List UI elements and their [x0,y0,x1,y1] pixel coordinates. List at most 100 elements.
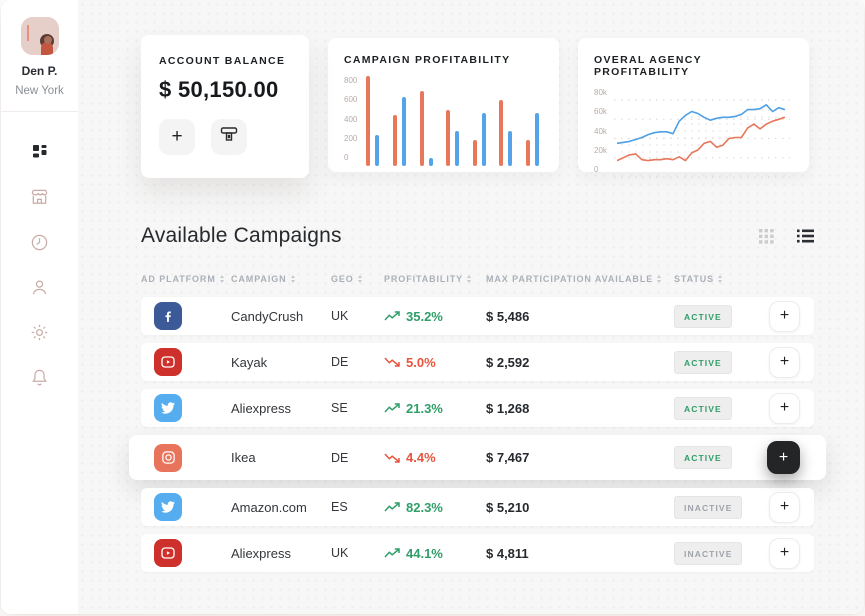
trend-up-icon [384,548,400,558]
facebook-icon [154,302,182,330]
campaign-name: CandyCrush [231,308,304,324]
max-participation-value: $ 4,811 [486,545,529,561]
avatar[interactable] [20,17,59,55]
bar-y-tick: 800 [344,76,358,85]
line-chart-y-axis: 80k 60k 40k 20k 0 [594,88,614,174]
table-header: AD PLATFORM CAMPAIGN GEO PROFITABILITY MAX P… [141,274,814,284]
column-header[interactable]: AD PLATFORM [141,274,231,284]
list-view-icon[interactable] [797,229,814,243]
column-header[interactable]: MAX PARTICIPATION AVAILABLE [486,274,674,284]
campaign-name: Aliexpress [231,545,291,561]
bar-y-tick: 200 [344,133,358,143]
sidebar-item-notifications[interactable] [18,357,62,402]
status-cell: ACTIVE [674,350,764,374]
column-header[interactable]: GEO [331,274,384,284]
bar-blue [428,158,433,166]
add-campaign-button[interactable]: + [769,537,800,569]
bar-orange [419,90,424,166]
geo-value: SE [331,401,348,415]
add-campaign-button[interactable]: + [769,392,800,424]
balance-card-title: ACCOUNT BALANCE [159,55,286,67]
platform-cell [141,394,231,422]
store-icon [30,188,49,212]
gear-icon [30,323,49,347]
status-cell: INACTIVE [674,495,764,519]
sidebar-item-dashboard[interactable] [18,132,62,177]
status-badge: ACTIVE [674,446,732,469]
sort-icon [357,275,362,283]
youtube-icon [154,348,182,376]
summary-cards: ACCOUNT BALANCE $ 50,150.00 + [141,35,814,178]
withdraw-button[interactable] [211,119,247,155]
bar-group [525,113,539,166]
geo-value: DE [331,450,349,465]
sidebar-item-history[interactable] [18,222,62,267]
sidebar-item-profile[interactable] [18,267,62,312]
bar-blue [481,113,486,166]
sidebar-item-store[interactable] [18,177,62,222]
table-row[interactable]: Aliexpress UK 44.1% $ 4,811 INACTIVE + [141,534,814,572]
profitability-value: 35.2% [384,309,486,324]
add-campaign-button[interactable]: + [769,491,800,523]
trend-down-icon [384,357,400,367]
profitability-value: 82.3% [384,500,486,515]
user-location: New York [15,85,64,97]
platform-cell [141,302,231,330]
campaigns-section-header: Available Campaigns [141,224,814,248]
account-balance-card: ACCOUNT BALANCE $ 50,150.00 + [141,35,309,178]
withdraw-icon [219,124,239,150]
line-y-tick: 60k [594,107,607,117]
max-participation-value: $ 7,467 [486,450,530,465]
line-y-tick: 80k [594,88,607,97]
table-row[interactable]: Kayak DE 5.0% $ 2,592 ACTIVE + [141,343,814,381]
sidebar-item-settings[interactable] [18,312,62,357]
bar-y-tick: 0 [344,153,349,162]
table-row[interactable]: Amazon.com ES 82.3% $ 5,210 INACTIVE + [141,488,814,526]
table-row[interactable]: Ikea DE 4.4% $ 7,467 ACTIVE + [129,435,826,480]
bar-group [366,76,380,166]
add-campaign-button[interactable]: + [769,300,800,332]
column-header[interactable]: STATUS [674,274,764,284]
bar-orange [366,76,371,166]
platform-cell [141,539,231,567]
table-row[interactable]: Aliexpress SE 21.3% $ 1,268 ACTIVE + [141,389,814,427]
campaign-profitability-title: CAMPAIGN PROFITABILITY [344,54,511,66]
line-y-tick: 40k [594,126,607,136]
add-campaign-button[interactable]: + [769,346,800,378]
avatar-photo [20,17,59,55]
bar-group [499,100,513,166]
balance-actions: + [159,119,291,155]
add-funds-button[interactable]: + [159,119,195,155]
add-campaign-button[interactable]: + [767,441,800,474]
agency-profitability-chart: 80k 60k 40k 20k 0 [594,88,795,184]
bar-group [472,113,486,166]
bar-orange [472,139,477,166]
campaign-profitability-chart: 800 600 400 200 0 [344,76,545,166]
profitability-value: 4.4% [384,450,486,465]
page-title: Available Campaigns [141,224,342,247]
twitter-icon [154,394,182,422]
youtube-icon [154,539,182,567]
geo-value: UK [331,309,349,323]
bar-chart-plot [364,76,545,166]
bar-blue [455,131,460,166]
bar-group [419,90,433,166]
line-series-blue [616,103,786,145]
column-header[interactable]: CAMPAIGN [231,274,331,284]
line-y-tick: 20k [594,145,607,155]
grid-view-icon[interactable] [759,228,774,244]
table-row[interactable]: CandyCrush UK 35.2% $ 5,486 ACTIVE + [141,297,814,335]
bar-orange [499,100,504,166]
bar-orange [446,109,451,166]
status-cell: ACTIVE [674,396,764,420]
status-badge: ACTIVE [674,350,732,374]
dashboard-icon [31,143,49,166]
column-header[interactable]: PROFITABILITY [384,274,486,284]
campaign-name: Aliexpress [231,400,291,416]
sort-icon [219,275,224,283]
campaign-name: Amazon.com [231,499,307,515]
trend-up-icon [384,311,400,321]
status-badge: INACTIVE [674,495,743,519]
line-y-tick: 0 [594,165,599,174]
